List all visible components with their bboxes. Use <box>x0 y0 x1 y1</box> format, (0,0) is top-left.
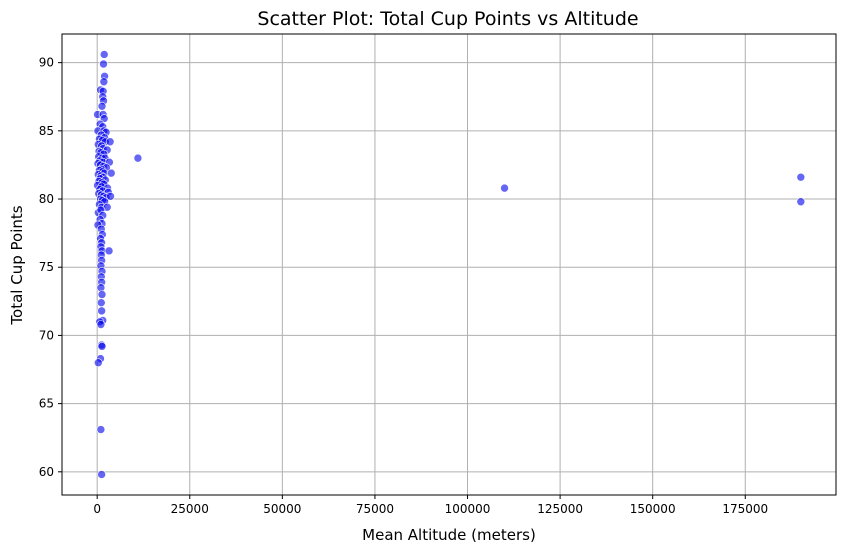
data-point <box>105 137 115 147</box>
data-point <box>99 50 109 59</box>
data-point <box>796 197 806 207</box>
x-tick-label: 75000 <box>356 502 394 516</box>
y-tick-label: 60 <box>39 465 54 479</box>
data-point <box>96 298 106 307</box>
y-tick-label: 90 <box>39 56 54 70</box>
data-point <box>97 342 107 351</box>
y-tick-label: 80 <box>39 192 54 206</box>
data-point <box>104 246 114 256</box>
x-axis: 0 25000 50000 75000 100000 125000 150000 175000 <box>93 495 768 516</box>
grid <box>62 34 836 495</box>
data-point <box>97 470 106 479</box>
x-tick-label: 175000 <box>722 502 768 516</box>
plot-frame <box>61 33 837 496</box>
data-point <box>97 306 106 316</box>
data-point <box>106 192 115 201</box>
data-point <box>99 59 108 69</box>
y-axis-label: Total Cup Points <box>8 205 26 325</box>
x-tick-label: 125000 <box>537 502 583 516</box>
data-point <box>133 153 143 163</box>
y-axis: 60 65 70 75 80 85 90 <box>39 56 62 479</box>
chart-title: Scatter Plot: Total Cup Points vs Altitu… <box>257 8 638 30</box>
x-tick-label: 100000 <box>445 502 491 516</box>
data-point <box>97 101 107 111</box>
y-tick-label: 70 <box>39 328 54 342</box>
data-points <box>93 50 806 479</box>
x-tick-label: 150000 <box>630 502 676 516</box>
x-tick-label: 50000 <box>263 502 301 516</box>
data-point <box>106 168 116 178</box>
data-point <box>93 358 103 368</box>
x-axis-label: Mean Altitude (meters) <box>362 526 536 544</box>
data-point <box>96 320 106 329</box>
y-tick-label: 85 <box>39 124 54 138</box>
y-tick-label: 65 <box>39 397 54 411</box>
data-point <box>796 172 806 182</box>
data-point <box>99 77 109 87</box>
data-point <box>500 183 509 193</box>
x-tick-label: 0 <box>93 502 101 516</box>
x-tick-label: 25000 <box>171 502 209 516</box>
data-point <box>96 425 106 434</box>
y-tick-label: 75 <box>39 260 54 274</box>
data-point <box>97 290 107 299</box>
